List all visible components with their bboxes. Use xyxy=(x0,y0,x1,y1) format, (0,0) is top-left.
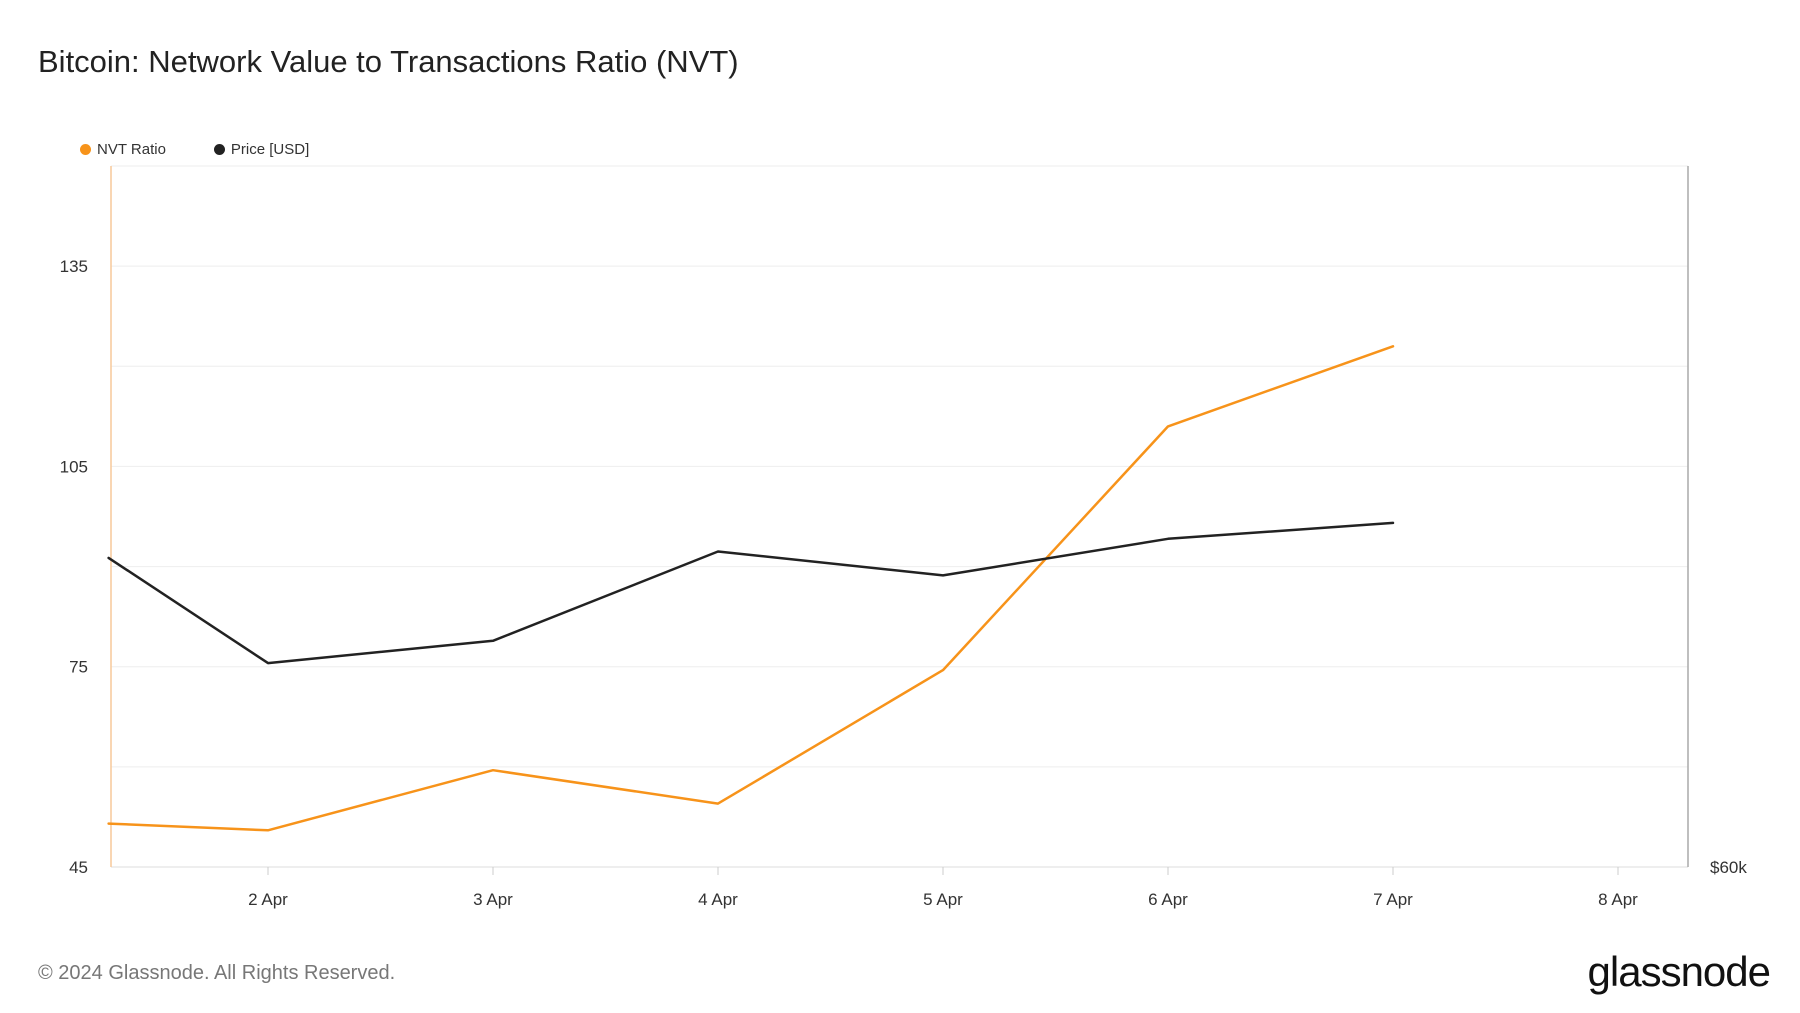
x-tick-label: 6 Apr xyxy=(1148,890,1188,909)
series-line-price-usd xyxy=(107,521,1395,665)
x-tick-label: 8 Apr xyxy=(1598,890,1638,909)
legend-label-price: Price [USD] xyxy=(230,141,310,158)
y-left-tick-label: 45 xyxy=(69,858,88,877)
legend-item-nvt-ratio[interactable]: NVT Ratio xyxy=(80,141,166,158)
y-right-tick-label: $60k xyxy=(1710,858,1747,877)
y-left-tick-label: 75 xyxy=(69,658,88,677)
x-tick-label: 4 Apr xyxy=(698,890,738,909)
x-tick-label: 3 Apr xyxy=(473,890,513,909)
x-tick-label: 7 Apr xyxy=(1373,890,1413,909)
x-tick-label: 5 Apr xyxy=(923,890,963,909)
legend-item-price[interactable]: Price [USD] xyxy=(213,141,310,158)
legend-label-nvt-ratio: NVT Ratio xyxy=(97,141,166,158)
series-line-nvt-ratio xyxy=(107,345,1395,832)
copyright-notice: © 2024 Glassnode. All Rights Reserved. xyxy=(38,962,396,984)
chart-legend: NVT Ratio Price [USD] xyxy=(80,141,357,158)
x-tick-label: 2 Apr xyxy=(248,890,288,909)
y-left-tick-label: 135 xyxy=(60,257,88,276)
legend-marker-nvt-ratio xyxy=(80,144,91,155)
legend-marker-price xyxy=(213,144,225,155)
chart-title: Bitcoin: Network Value to Transactions R… xyxy=(38,44,739,79)
glassnode-logo[interactable]: glassnode xyxy=(1587,948,1771,995)
y-left-tick-label: 105 xyxy=(60,457,88,476)
